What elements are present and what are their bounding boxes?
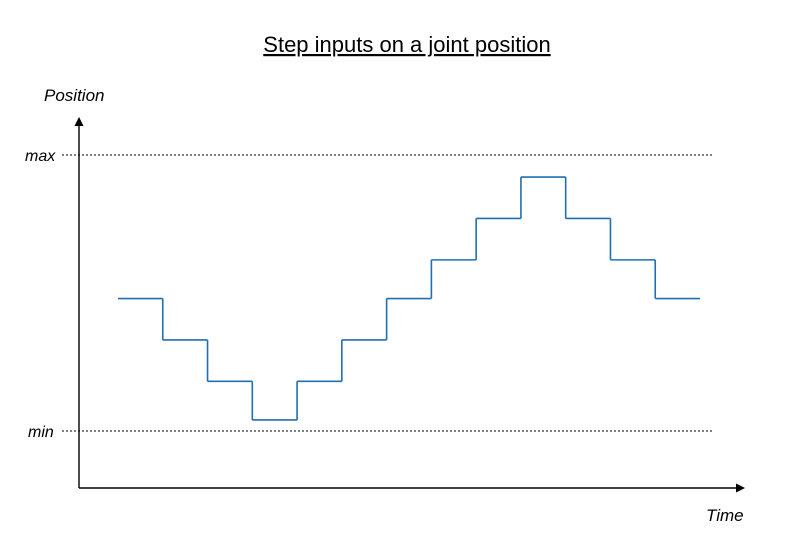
max-label: max [25, 148, 56, 165]
y-axis-label: Position [44, 86, 104, 105]
step-signal [118, 176, 700, 421]
x-axis-label: Time [706, 506, 744, 525]
min-label: min [28, 424, 54, 441]
diagram-title: Step inputs on a joint position [263, 32, 550, 57]
